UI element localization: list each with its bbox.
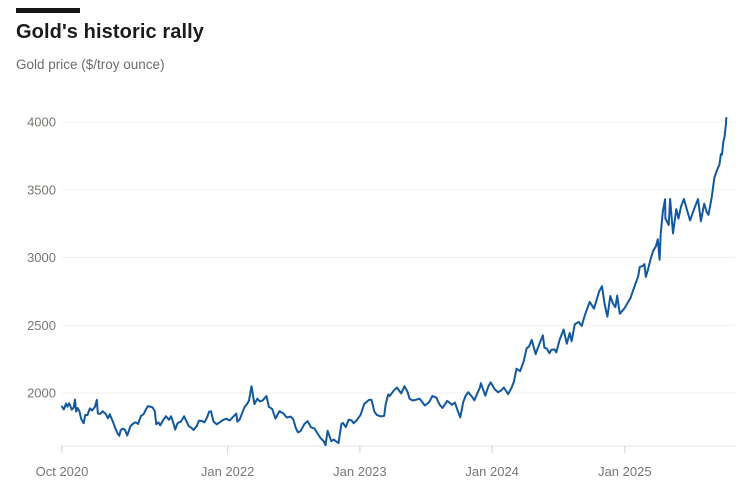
x-axis-tick-label: Jan 2022: [201, 464, 255, 479]
chart-subtitle: Gold price ($/troy ounce): [16, 57, 165, 72]
gold-price-series-line: [61, 116, 728, 447]
y-axis-tick-label: 4000: [27, 115, 56, 130]
x-axis-tick-label: Jan 2024: [465, 464, 519, 479]
y-axis-tick-label: 2500: [27, 318, 56, 333]
y-axis-tick-label: 3000: [27, 250, 56, 265]
y-axis-tick-label: 2000: [27, 386, 56, 401]
x-axis-tick-label: Oct 2020: [36, 464, 89, 479]
x-axis-tick-label: Jan 2023: [333, 464, 387, 479]
title-accent-bar: [16, 8, 80, 13]
chart-title: Gold's historic rally: [16, 21, 205, 43]
y-axis-tick-label: 3500: [27, 182, 56, 197]
x-axis-tick-label: Jan 2025: [598, 464, 652, 479]
